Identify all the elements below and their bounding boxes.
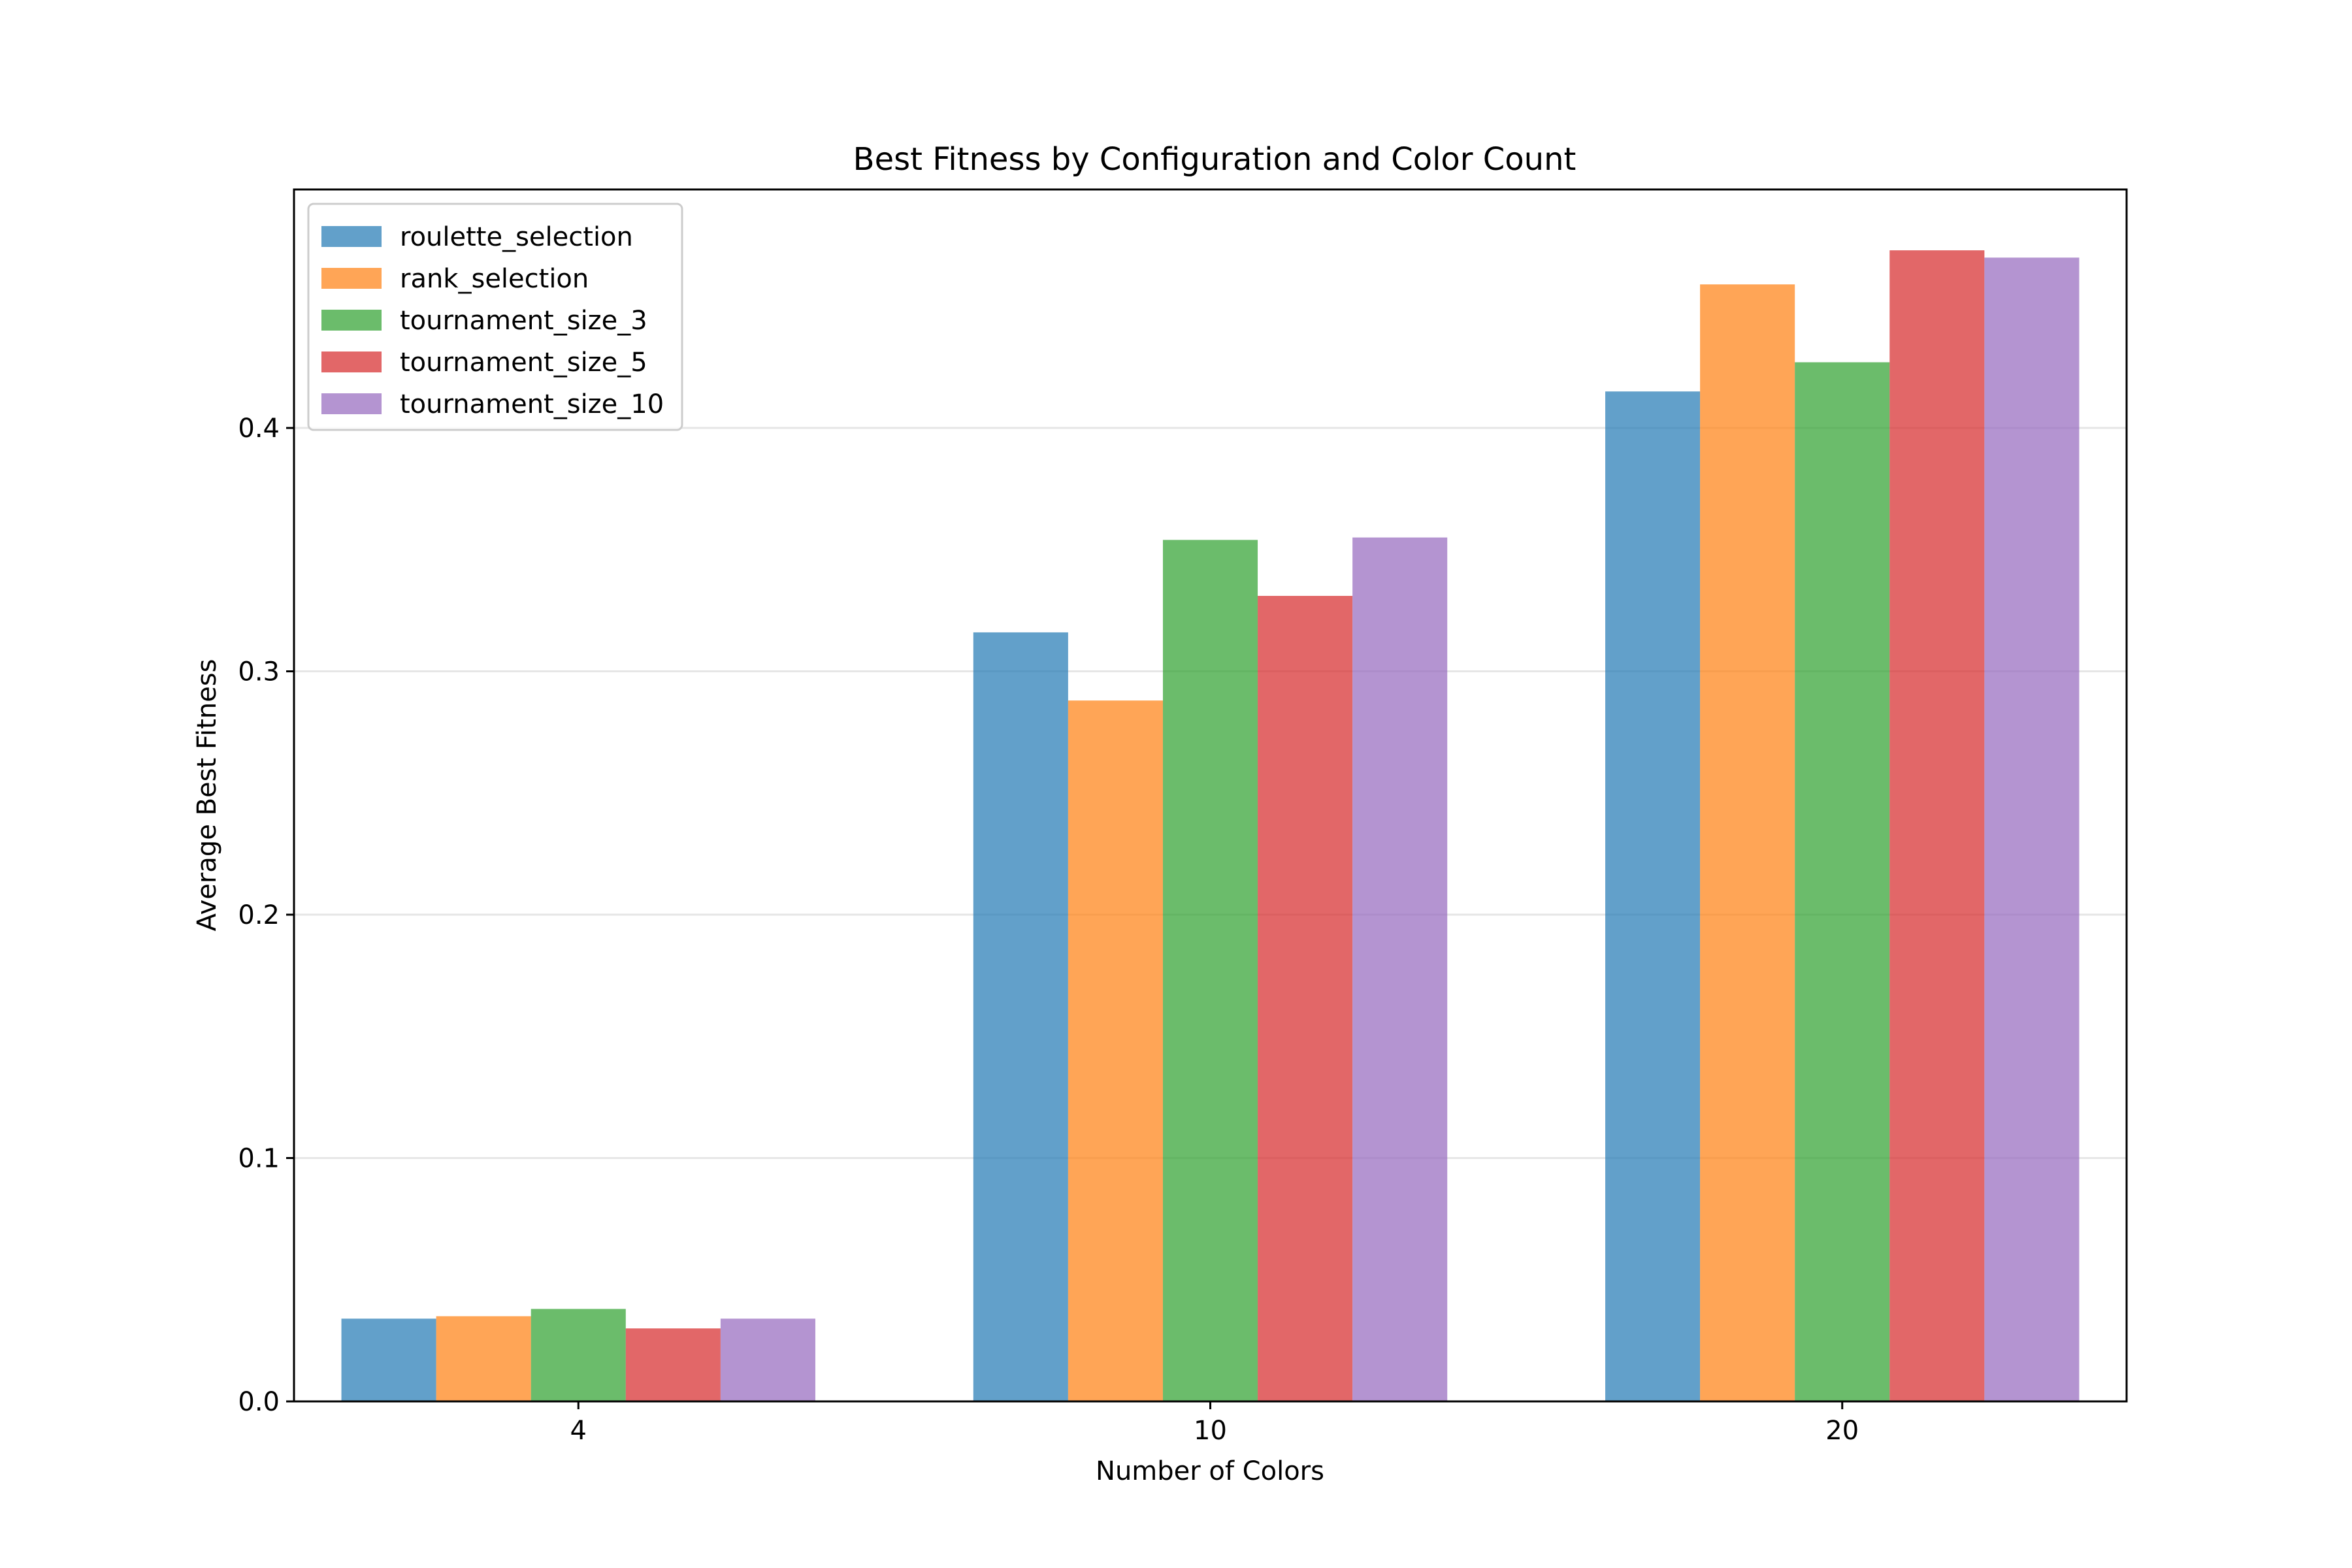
y-tick-label: 0.3 <box>238 657 280 687</box>
bar-rank_selection-4 <box>436 1316 531 1401</box>
legend-swatch-roulette_selection <box>321 226 382 247</box>
bar-tournament_size_10-20 <box>1984 257 2080 1402</box>
y-axis: 0.0 0.1 0.2 0.3 0.4 <box>238 414 294 1417</box>
bar-tournament_size_5-10 <box>1258 596 1353 1401</box>
bar-roulette_selection-20 <box>1605 391 1701 1401</box>
y-axis-label: Average Best Fitness <box>192 659 222 932</box>
x-tick-label: 20 <box>1825 1416 1859 1446</box>
bar-tournament_size_3-20 <box>1795 362 1890 1401</box>
chart-title: Best Fitness by Configuration and Color … <box>853 141 1576 178</box>
legend: roulette_selection rank_selection tourname… <box>307 203 683 431</box>
legend-swatch-rank_selection <box>321 268 382 289</box>
x-axis-label: Number of Colors <box>1096 1456 1324 1486</box>
bar-tournament_size_3-10 <box>1162 540 1258 1402</box>
bar-tournament_size_5-4 <box>625 1328 721 1401</box>
x-axis: 4 10 20 <box>570 1401 1859 1446</box>
legend-swatch-tournament_size_3 <box>321 310 382 331</box>
legend-box <box>307 203 683 431</box>
x-tick-label: 4 <box>570 1416 587 1446</box>
legend-swatch-tournament_size_5 <box>321 351 382 372</box>
legend-label-tournament_size_5: tournament_size_5 <box>400 348 647 378</box>
y-tick-label: 0.2 <box>238 900 280 930</box>
y-tick-label: 0.1 <box>238 1144 280 1174</box>
bar-tournament_size_5-20 <box>1889 250 1985 1401</box>
bar-roulette_selection-10 <box>973 632 1068 1402</box>
bar-rank_selection-10 <box>1068 700 1163 1401</box>
legend-label-tournament_size_3: tournament_size_3 <box>400 306 647 336</box>
legend-label-roulette_selection: roulette_selection <box>400 222 633 252</box>
bar-tournament_size_10-4 <box>720 1318 815 1401</box>
legend-swatch-tournament_size_10 <box>321 393 382 414</box>
y-tick-label: 0.4 <box>238 414 280 444</box>
y-tick-label: 0.0 <box>238 1387 280 1417</box>
bar-rank_selection-20 <box>1700 284 1795 1401</box>
bar-tournament_size_10-10 <box>1352 537 1448 1401</box>
x-tick-label: 10 <box>1194 1416 1227 1446</box>
bars <box>341 250 2080 1402</box>
bar-tournament_size_3-4 <box>531 1309 626 1401</box>
bar-roulette_selection-4 <box>341 1318 436 1401</box>
legend-label-rank_selection: rank_selection <box>400 264 589 294</box>
legend-label-tournament_size_10: tournament_size_10 <box>400 389 664 419</box>
